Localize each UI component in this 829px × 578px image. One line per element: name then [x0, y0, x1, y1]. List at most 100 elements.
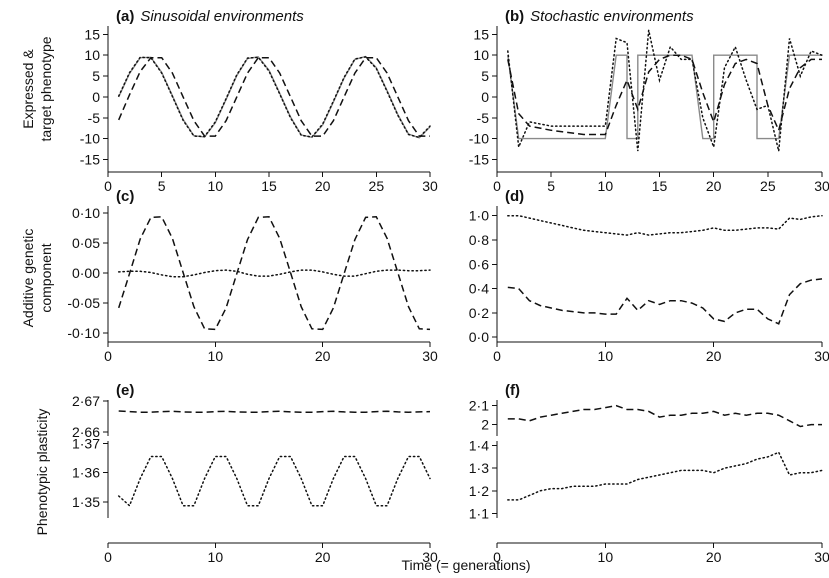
series-line-dashed	[507, 54, 822, 136]
x-tick-label: 10	[598, 178, 614, 194]
series-line-dotted	[117, 269, 431, 278]
x-axis-label: Time (= generations)	[401, 557, 530, 573]
y-tick-label: 1·2	[469, 483, 489, 499]
x-tick-label: 25	[369, 178, 385, 194]
y-tick-label: 1·37	[72, 435, 100, 451]
y-tick-label: 1·35	[72, 494, 100, 510]
x-tick-label: 20	[706, 549, 722, 565]
row-label-middle-line2: component	[38, 243, 54, 312]
y-tick-label: 0·8	[469, 232, 489, 248]
series-line-solid	[507, 54, 822, 140]
series-line-dashed	[507, 278, 823, 325]
series-line-dashed	[118, 410, 431, 413]
series-line-dashed	[507, 404, 822, 428]
panel-name: Sinusoidal environments	[140, 8, 304, 25]
panel-letter: (f)	[505, 382, 520, 399]
y-tick-label: 0·10	[72, 205, 100, 221]
y-tick-label: 0	[481, 89, 489, 105]
x-tick-label: 0	[493, 178, 501, 194]
y-tick-label: 2·1	[469, 398, 489, 414]
row-label-middle: Additive genetic component	[20, 229, 54, 328]
y-tick-label: 1·4	[469, 438, 489, 454]
x-tick-label: 5	[158, 178, 166, 194]
panel-title: (b) Stochastic environments	[505, 8, 694, 25]
x-tick-label: 20	[315, 348, 331, 364]
y-tick-label: 1·0	[469, 208, 489, 224]
x-tick-label: 20	[706, 348, 722, 364]
x-tick-label: 0	[493, 549, 501, 565]
panel-title: (c)	[116, 188, 134, 205]
x-tick-label: 30	[814, 178, 829, 194]
x-tick-label: 25	[760, 178, 776, 194]
panel-a: -15 -10 -5 0 5 10 15 0 5 10 15 20 25 30 (a) Sinusoidal …	[80, 8, 438, 194]
panel-name: Stochastic environments	[530, 8, 694, 25]
x-tick-label: 0	[104, 549, 112, 565]
y-tick-label: 0·05	[72, 235, 100, 251]
x-tick-label: 0	[104, 348, 112, 364]
row-label-bottom-line1: Phenotypic plasticity	[34, 409, 50, 536]
panel-title: (d)	[505, 188, 524, 205]
x-tick-label: 20	[706, 178, 722, 194]
panel-b: -15 -10 -5 0 5 10 15 0 5 10 15 20 25 30 (b) Stochastic …	[469, 8, 829, 194]
x-tick-label: 30	[422, 549, 438, 565]
row-label-top: Expressed & target phenotype	[20, 36, 54, 141]
x-tick-label: 30	[814, 348, 829, 364]
panel-letter: (e)	[116, 382, 134, 399]
y-tick-label: 0·00	[72, 265, 100, 281]
y-tick-label: 10	[84, 47, 100, 63]
y-tick-label: 15	[473, 26, 489, 42]
y-tick-label: 5	[92, 68, 100, 84]
y-tick-label: -10	[80, 131, 100, 147]
series-line-dotted	[117, 56, 431, 139]
y-tick-label: 2·66	[72, 424, 100, 440]
y-tick-label: 0·0	[469, 329, 489, 345]
y-tick-label: -5	[88, 110, 101, 126]
panel-letter: (a)	[116, 8, 134, 25]
y-tick-label: -15	[80, 151, 100, 167]
y-tick-label: 10	[473, 47, 489, 63]
panel-c: -0·10 -0·05 0·00 0·05 0·10 0 10 20 30 (c)	[67, 188, 438, 364]
x-tick-label: 15	[652, 178, 668, 194]
x-tick-label: 5	[547, 178, 555, 194]
series-line-dotted	[507, 30, 823, 152]
row-label-middle-line1: Additive genetic	[20, 229, 36, 328]
series-line-dotted	[507, 451, 823, 501]
y-tick-label: 2·67	[72, 393, 100, 409]
x-tick-label: 10	[208, 348, 224, 364]
x-tick-label: 0	[104, 178, 112, 194]
x-tick-label: 10	[598, 549, 614, 565]
panel-title: (e)	[116, 382, 134, 399]
x-tick-label: 10	[208, 549, 224, 565]
x-tick-label: 15	[261, 178, 277, 194]
panel-f: 2 2·1 1·1 1·2 1·3 1·4 0 10 20 30 (f)	[469, 382, 829, 565]
panel-letter: (b)	[505, 8, 524, 25]
panel-e: 2·66 2·67 1·35 1·36 1·37 0 10 20 30 (e)	[72, 382, 438, 565]
x-tick-label: 30	[814, 549, 829, 565]
y-tick-label: -0·10	[67, 325, 100, 341]
y-tick-label: -15	[469, 151, 489, 167]
panel-title: (f)	[505, 382, 520, 399]
y-tick-label: 1·36	[72, 465, 100, 481]
y-tick-label: 5	[481, 68, 489, 84]
panel-title: (a) Sinusoidal environments	[116, 8, 304, 25]
panel-d: 0·0 0·2 0·4 0·6 0·8 1·0 0 10 20 30 (d)	[469, 188, 829, 364]
panel-letter: (c)	[116, 188, 134, 205]
y-tick-label: 0·4	[469, 281, 489, 297]
x-tick-label: 0	[493, 348, 501, 364]
series-line-dashed	[118, 56, 430, 137]
series-line-dashed	[117, 216, 431, 331]
row-label-top-line1: Expressed &	[20, 49, 36, 129]
y-tick-label: -5	[477, 110, 490, 126]
panel-letter: (d)	[505, 188, 524, 205]
y-tick-label: 0·2	[469, 305, 489, 321]
y-tick-label: 0	[92, 89, 100, 105]
y-tick-label: 15	[84, 26, 100, 42]
y-tick-label: 1·1	[469, 505, 489, 521]
y-tick-label: 2	[481, 417, 489, 433]
series-line-dotted	[507, 214, 823, 236]
x-tick-label: 20	[315, 549, 331, 565]
y-tick-label: -0·05	[67, 295, 100, 311]
x-tick-label: 30	[422, 348, 438, 364]
